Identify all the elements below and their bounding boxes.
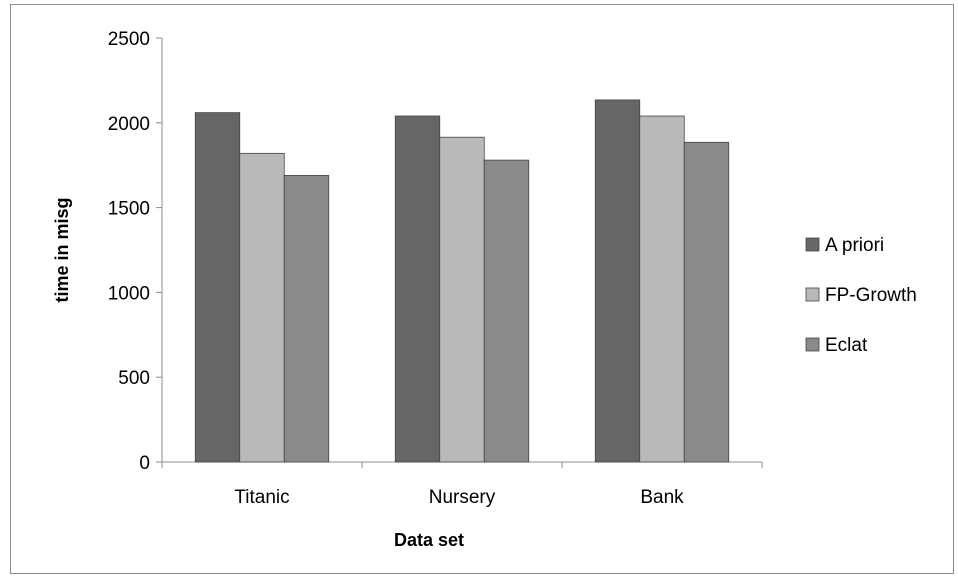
legend-swatch (805, 237, 820, 252)
legend: A priori FP-Growth Eclat (805, 235, 917, 356)
y-axis: 0 500 1000 1500 2000 2500 (108, 29, 163, 474)
legend-label: Eclat (825, 335, 868, 356)
x-tick-label: Bank (640, 487, 684, 508)
bar-fp-growth-bank (639, 115, 685, 463)
bar-a-priori-bank (594, 99, 641, 463)
legend-label: A priori (825, 235, 884, 256)
y-tick-label: 500 (118, 368, 150, 389)
bar-a-priori-titanic (194, 112, 241, 463)
bar-eclat-nursery (483, 159, 530, 463)
bar-fp-growth-titanic (239, 152, 285, 463)
y-tick-label: 1000 (108, 283, 150, 304)
bars (194, 99, 730, 463)
legend-swatch (805, 287, 820, 302)
y-tick-label: 2000 (108, 114, 150, 135)
y-tick-label: 0 (139, 453, 150, 474)
bar-eclat-bank (683, 141, 730, 463)
y-tick-label: 1500 (108, 199, 150, 220)
x-axis: Titanic Nursery Bank (161, 461, 763, 508)
legend-label: FP-Growth (825, 285, 917, 306)
bar-a-priori-nursery (394, 115, 441, 463)
x-tick-label: Nursery (429, 487, 496, 508)
bar-eclat-titanic (283, 174, 330, 463)
y-tick-label: 2500 (108, 29, 150, 50)
x-tick-label: Titanic (234, 487, 289, 508)
x-axis-title: Data set (394, 530, 464, 550)
legend-swatch (805, 337, 820, 352)
bar-fp-growth-nursery (439, 136, 485, 463)
y-axis-title: time in misg (52, 197, 72, 302)
